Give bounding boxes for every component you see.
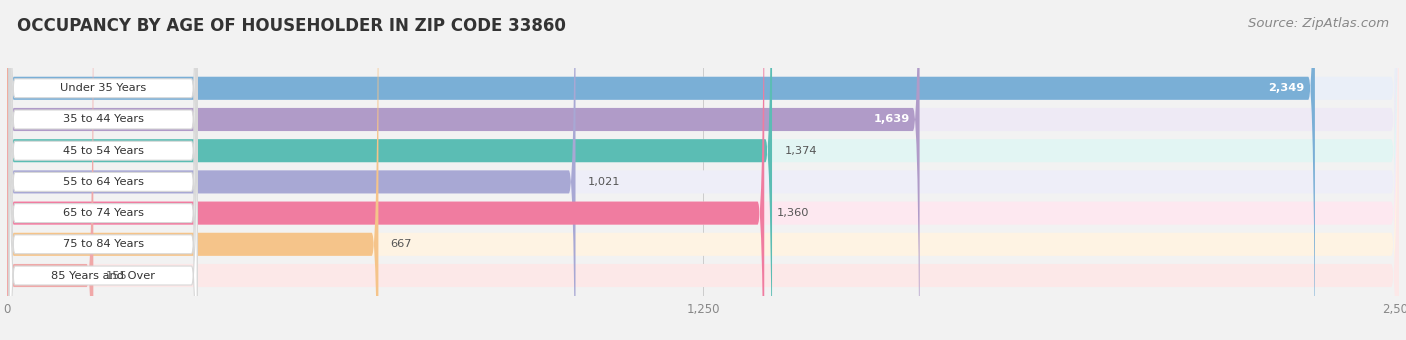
Text: 667: 667 bbox=[391, 239, 412, 249]
Text: OCCUPANCY BY AGE OF HOUSEHOLDER IN ZIP CODE 33860: OCCUPANCY BY AGE OF HOUSEHOLDER IN ZIP C… bbox=[17, 17, 565, 35]
FancyBboxPatch shape bbox=[7, 0, 1399, 340]
Text: 65 to 74 Years: 65 to 74 Years bbox=[63, 208, 143, 218]
Text: 1,374: 1,374 bbox=[785, 146, 817, 156]
FancyBboxPatch shape bbox=[10, 0, 197, 340]
Text: 1,021: 1,021 bbox=[588, 177, 620, 187]
FancyBboxPatch shape bbox=[7, 0, 1399, 340]
FancyBboxPatch shape bbox=[7, 0, 1399, 340]
FancyBboxPatch shape bbox=[7, 0, 772, 340]
FancyBboxPatch shape bbox=[10, 0, 197, 340]
FancyBboxPatch shape bbox=[7, 0, 93, 340]
Text: 35 to 44 Years: 35 to 44 Years bbox=[63, 115, 143, 124]
FancyBboxPatch shape bbox=[10, 0, 197, 340]
FancyBboxPatch shape bbox=[10, 0, 197, 340]
FancyBboxPatch shape bbox=[7, 0, 1399, 340]
Text: 55 to 64 Years: 55 to 64 Years bbox=[63, 177, 143, 187]
FancyBboxPatch shape bbox=[10, 0, 197, 340]
FancyBboxPatch shape bbox=[7, 0, 378, 340]
Text: 75 to 84 Years: 75 to 84 Years bbox=[63, 239, 143, 249]
Text: 1,639: 1,639 bbox=[873, 115, 910, 124]
Text: Source: ZipAtlas.com: Source: ZipAtlas.com bbox=[1249, 17, 1389, 30]
FancyBboxPatch shape bbox=[7, 0, 1399, 340]
FancyBboxPatch shape bbox=[7, 0, 765, 340]
Text: 85 Years and Over: 85 Years and Over bbox=[51, 271, 155, 280]
Text: Under 35 Years: Under 35 Years bbox=[60, 83, 146, 93]
FancyBboxPatch shape bbox=[10, 0, 197, 340]
Text: 1,360: 1,360 bbox=[776, 208, 808, 218]
FancyBboxPatch shape bbox=[7, 0, 575, 340]
FancyBboxPatch shape bbox=[7, 0, 920, 340]
Text: 155: 155 bbox=[105, 271, 128, 280]
FancyBboxPatch shape bbox=[7, 0, 1399, 340]
Text: 2,349: 2,349 bbox=[1268, 83, 1305, 93]
Text: 45 to 54 Years: 45 to 54 Years bbox=[63, 146, 143, 156]
FancyBboxPatch shape bbox=[7, 0, 1399, 340]
FancyBboxPatch shape bbox=[7, 0, 1315, 340]
FancyBboxPatch shape bbox=[10, 0, 197, 340]
